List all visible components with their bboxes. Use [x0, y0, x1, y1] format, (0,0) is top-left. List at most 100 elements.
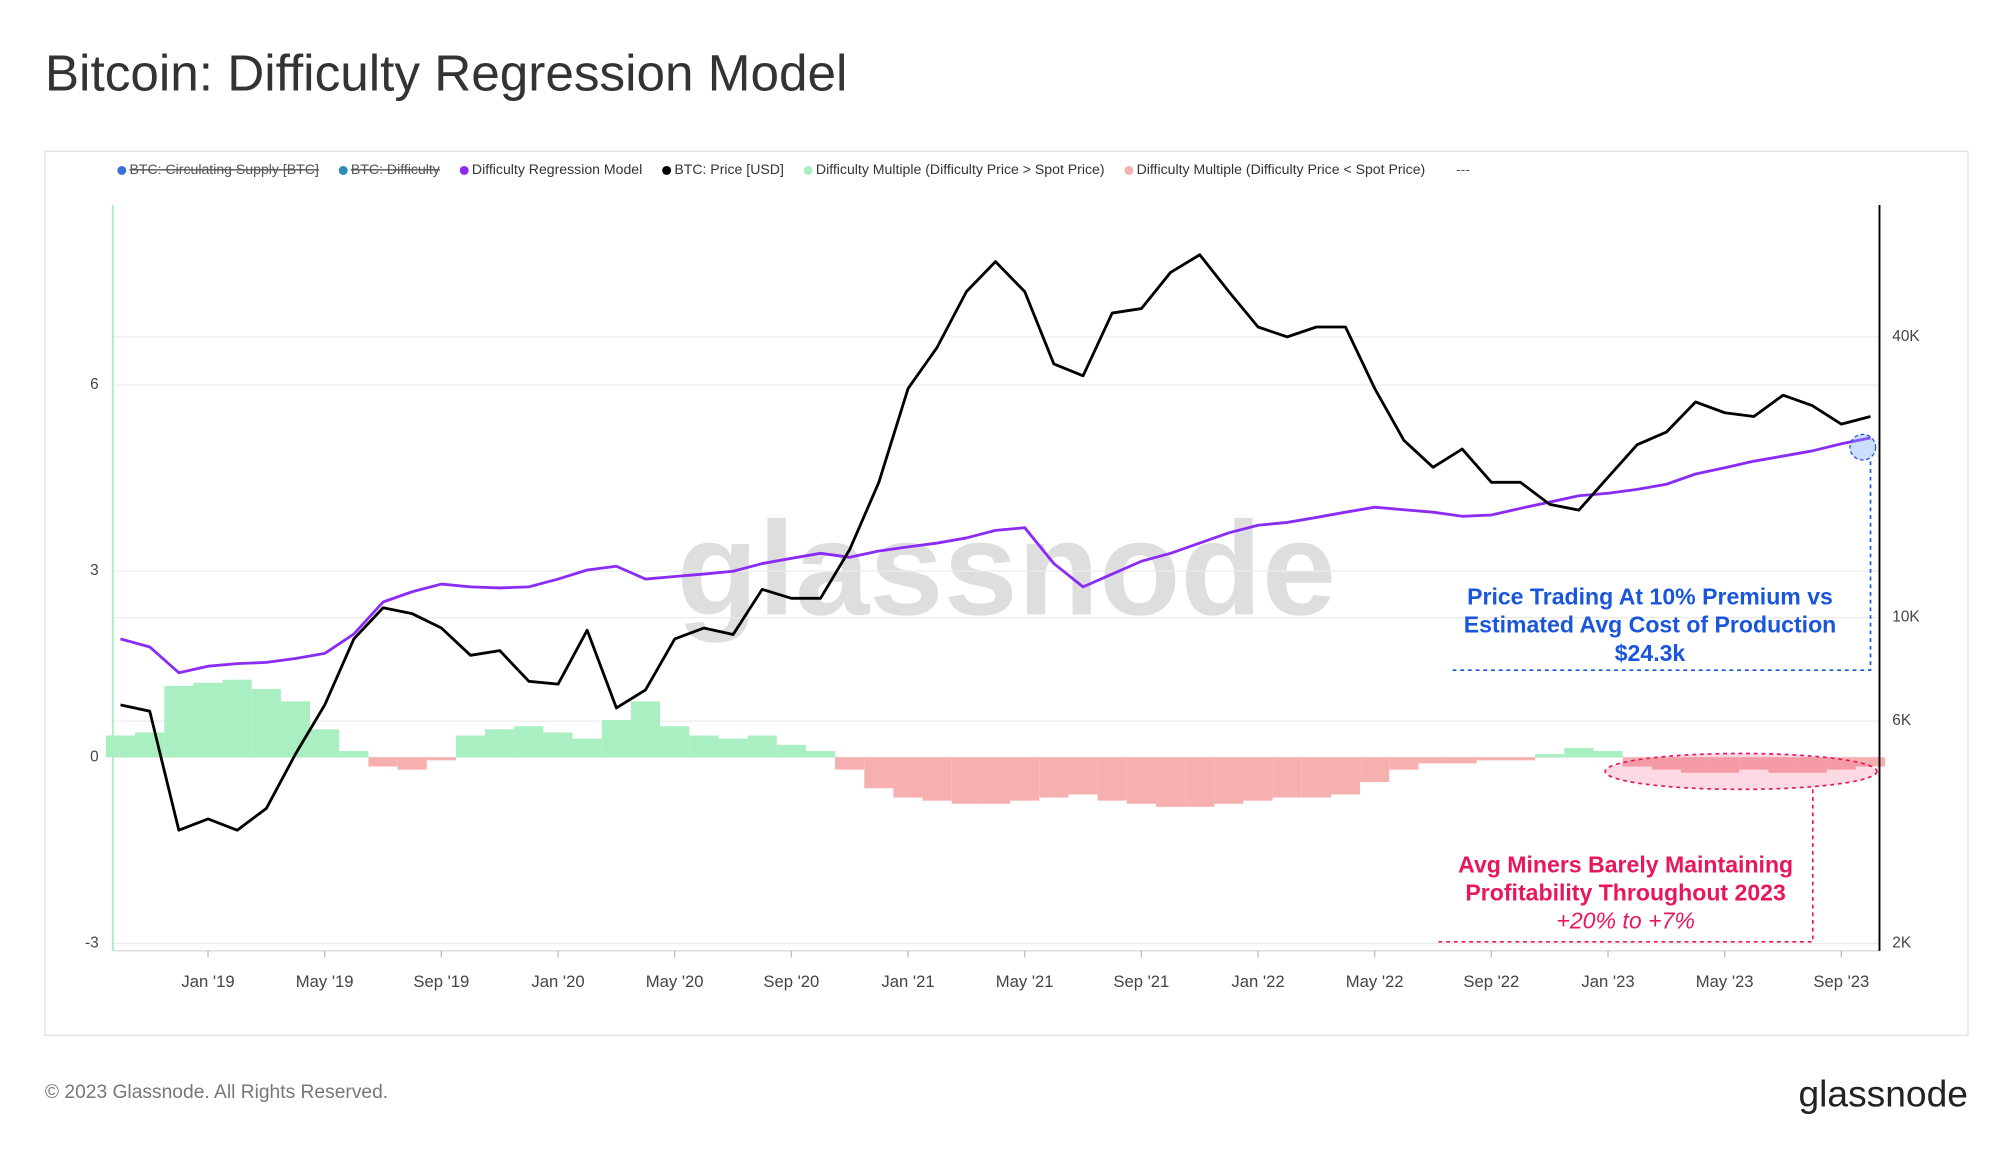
x-tick-label: Jan '22: [1231, 972, 1284, 991]
bar: [397, 757, 427, 770]
annotation-text: +20% to +7%: [1556, 908, 1695, 934]
x-tick-label: May '22: [1346, 972, 1404, 991]
bar: [1243, 757, 1273, 801]
x-tick-label: May '23: [1696, 972, 1754, 991]
bar: [193, 682, 223, 758]
bar: [1068, 757, 1098, 795]
annotation-leader: [1448, 461, 1872, 672]
bar: [368, 757, 398, 767]
legend-label: BTC: Price [USD]: [674, 161, 784, 177]
annotation-leader: [1435, 789, 1814, 943]
legend-marker: [803, 165, 813, 175]
bar: [835, 757, 865, 770]
legend-marker: [459, 165, 469, 175]
bar: [543, 732, 573, 758]
watermark: glassnode: [677, 494, 1336, 643]
bar: [1476, 757, 1506, 761]
bar: [455, 735, 486, 758]
bar: [1330, 757, 1361, 795]
bar: [1360, 757, 1390, 783]
bar: [1680, 757, 1711, 773]
bar: [1126, 757, 1156, 804]
bar: [1447, 757, 1477, 764]
y2-tick-label: 40K: [1892, 328, 1920, 345]
legend-marker: [117, 165, 127, 175]
legend-label: Difficulty Multiple (Difficulty Price > …: [816, 161, 1105, 177]
x-tick-label: Jan '21: [881, 972, 934, 991]
bar: [922, 757, 952, 801]
bar: [1535, 754, 1565, 758]
bar: [1301, 757, 1331, 798]
annotation-text: $24.3k: [1615, 640, 1686, 666]
annotation-text: Estimated Avg Cost of Production: [1464, 612, 1837, 638]
bar: [951, 757, 981, 804]
annotation-ellipse: [1604, 752, 1878, 791]
legend-marker: [662, 165, 672, 175]
bar: [893, 757, 923, 798]
y-tick-label: -3: [85, 934, 99, 951]
line: [120, 253, 1871, 832]
bar: [572, 738, 602, 758]
bar: [1797, 757, 1827, 773]
bar: [776, 744, 806, 758]
annotation-text: Avg Miners Barely Maintaining: [1458, 851, 1793, 877]
bar: [164, 685, 194, 758]
annotation-markers: [1435, 433, 1878, 943]
bar: [1214, 757, 1244, 804]
y2-tick-label: 10K: [1892, 609, 1920, 626]
bar: [601, 720, 631, 758]
bar: [1564, 747, 1594, 758]
logo: glassnode: [1799, 1073, 1968, 1115]
bar: [514, 726, 544, 758]
bar: [1710, 757, 1740, 773]
bar: [1768, 757, 1798, 773]
copyright: © 2023 Glassnode. All Rights Reserved.: [45, 1082, 388, 1103]
annotation-text: Profitability Throughout 2023: [1465, 880, 1785, 906]
legend-marker: [1124, 165, 1134, 175]
bar: [426, 757, 456, 761]
bar: [660, 726, 690, 758]
legend-label: BTC: Difficulty: [351, 161, 441, 177]
bar: [718, 738, 748, 758]
x-tick-label: Sep '20: [763, 972, 819, 991]
chart-title: Bitcoin: Difficulty Regression Model: [45, 44, 848, 101]
bar: [1622, 757, 1652, 767]
legend-label: Difficulty Multiple (Difficulty Price < …: [1137, 161, 1426, 177]
bar: [105, 735, 136, 758]
bar: [1651, 757, 1681, 770]
bar: [485, 729, 515, 758]
x-tick-label: Jan '19: [181, 972, 234, 991]
x-tick-label: Sep '22: [1463, 972, 1519, 991]
x-tick-label: Sep '19: [413, 972, 469, 991]
y2-tick-label: 2K: [1892, 935, 1912, 952]
bar: [1739, 757, 1769, 770]
bar: [689, 735, 719, 758]
legend-label: BTC: Circulating Supply [BTC]: [129, 161, 318, 177]
bar: [339, 751, 369, 758]
bar: [1097, 757, 1127, 801]
y-tick-label: 0: [90, 748, 99, 765]
bar: [805, 751, 836, 758]
x-tick-label: May '19: [296, 972, 354, 991]
annotation-text: Price Trading At 10% Premium vs: [1467, 584, 1833, 610]
x-tick-label: Sep '23: [1813, 972, 1869, 991]
bar: [747, 735, 777, 758]
y-tick-label: 6: [90, 376, 99, 393]
bar: [1155, 757, 1186, 807]
bar: [1593, 751, 1623, 758]
legend-more: ---: [1456, 161, 1470, 177]
y2-tick-label: 6K: [1892, 712, 1912, 729]
legend-label: Difficulty Regression Model: [472, 161, 642, 177]
bar: [251, 688, 281, 758]
annotation-circle: [1849, 433, 1877, 461]
x-tick-label: Sep '21: [1113, 972, 1169, 991]
bar: [1272, 757, 1302, 798]
bar: [1418, 757, 1448, 764]
x-tick-label: Jan '23: [1581, 972, 1634, 991]
y-tick-label: 3: [90, 562, 99, 579]
bar: [864, 757, 894, 789]
bar: [222, 679, 252, 758]
